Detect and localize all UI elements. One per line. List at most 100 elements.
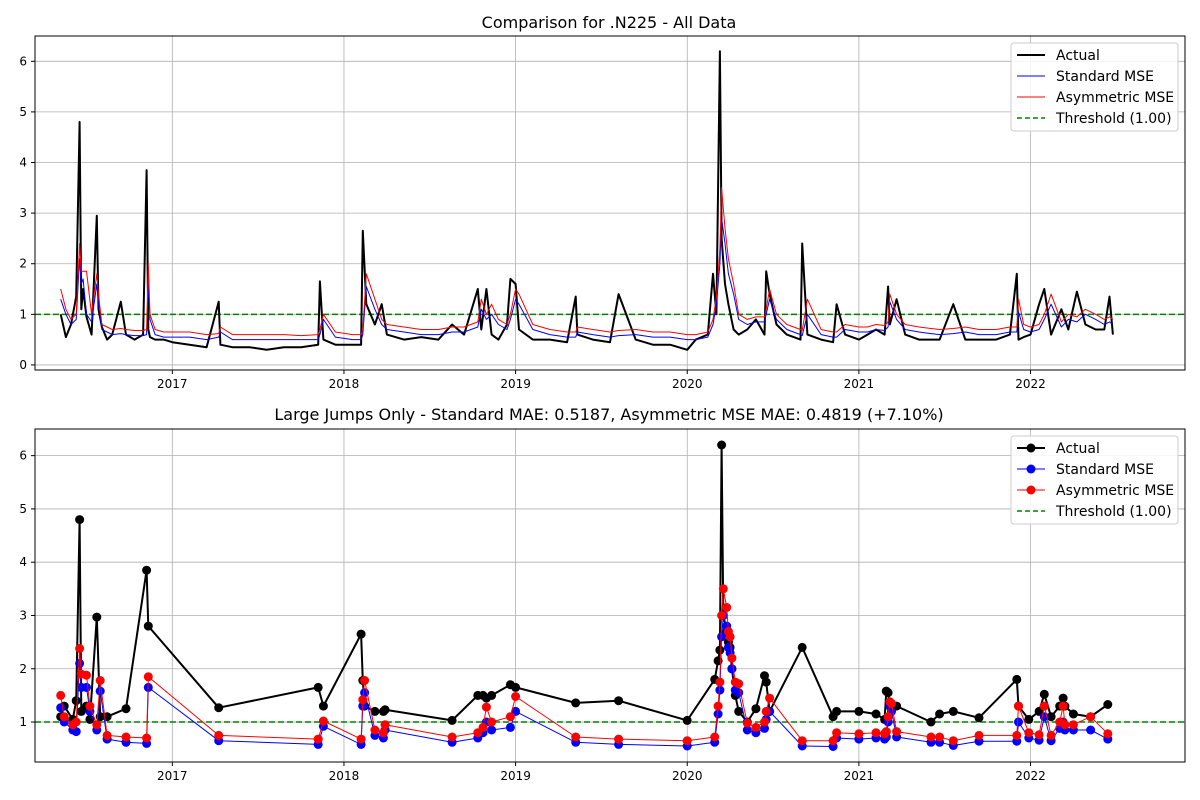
data-point — [102, 730, 112, 740]
grid — [35, 429, 1185, 762]
data-point — [935, 732, 945, 742]
legend-label: Actual — [1056, 48, 1100, 64]
data-point — [313, 682, 323, 692]
x-tick-label: 2020 — [672, 769, 703, 783]
series-line — [59, 50, 1114, 351]
x-tick-label: 2022 — [1015, 377, 1046, 391]
data-point — [95, 676, 105, 685]
x-tick-label: 2019 — [500, 377, 531, 391]
data-point — [1058, 693, 1068, 703]
data-point — [571, 698, 581, 708]
data-point — [935, 709, 945, 719]
data-point — [713, 709, 723, 719]
data-point — [742, 718, 752, 728]
y-tick-label: 0 — [19, 358, 27, 372]
data-point — [725, 632, 735, 642]
data-point — [871, 728, 881, 738]
legend-item-threshold: Threshold (1.00) — [1017, 111, 1172, 127]
legend-item-standard-mse: Standard MSE — [1017, 462, 1154, 478]
data-point — [797, 642, 807, 652]
data-point — [378, 728, 388, 738]
legend-marker — [1026, 464, 1036, 474]
legend-box — [1010, 42, 1179, 132]
legend-item-threshold: Threshold (1.00) — [1017, 504, 1172, 520]
data-point — [71, 696, 81, 706]
data-point — [1014, 717, 1023, 727]
data-point — [854, 706, 864, 716]
data-point — [360, 676, 370, 685]
data-point — [447, 732, 457, 742]
y-tick-label: 3 — [19, 206, 27, 220]
legend-marker — [1026, 485, 1036, 495]
series-line — [60, 187, 1114, 337]
data-point — [380, 705, 390, 715]
data-point — [370, 725, 380, 735]
data-point — [926, 732, 936, 742]
legend-item-asymmetric-mse: Asymmetric MSE — [1017, 483, 1174, 499]
data-point — [481, 702, 491, 712]
data-point — [727, 653, 737, 663]
data-point — [926, 717, 936, 727]
data-point — [1046, 712, 1056, 722]
data-point — [765, 693, 775, 703]
legend: Actual Standard MSE Asymmetric MSE Thres… — [1010, 42, 1179, 132]
data-point — [505, 722, 515, 732]
series-lines — [59, 50, 1114, 351]
data-point — [447, 715, 457, 725]
data-point — [82, 670, 91, 680]
data-point — [682, 736, 692, 746]
data-point — [478, 722, 488, 732]
x-tick-label: 2021 — [844, 769, 875, 783]
data-point — [713, 701, 723, 711]
data-point — [1039, 689, 1049, 699]
series-asymmetric-mse — [56, 584, 1113, 746]
data-point — [797, 736, 807, 746]
data-point — [717, 632, 727, 642]
data-point — [718, 584, 728, 594]
data-point — [1014, 701, 1023, 711]
data-point — [356, 734, 366, 744]
data-point — [751, 704, 761, 714]
data-point — [143, 672, 153, 682]
data-point — [727, 664, 737, 674]
data-point — [760, 723, 769, 733]
data-point — [143, 621, 153, 631]
data-point — [318, 716, 328, 726]
data-point — [358, 695, 368, 705]
data-point — [717, 611, 727, 620]
data-point — [318, 701, 328, 711]
data-point — [682, 715, 692, 725]
y-tick-label: 3 — [19, 608, 27, 622]
series-lines — [56, 440, 1113, 751]
y-tick-label: 2 — [19, 257, 27, 271]
y-tick-label: 2 — [19, 662, 27, 676]
data-point — [356, 629, 366, 639]
series-line — [59, 444, 1109, 723]
axis-ticks: 2017 2018 2019 2020 2021 2022 0 1 2 3 4 5 6 — [19, 54, 1045, 391]
data-point — [121, 704, 131, 714]
data-point — [92, 612, 102, 622]
data-point — [1034, 730, 1044, 740]
data-point — [313, 734, 323, 744]
y-tick-label: 5 — [19, 105, 27, 119]
data-point — [715, 677, 725, 687]
data-point — [1012, 730, 1022, 740]
x-tick-label: 2020 — [672, 377, 703, 391]
data-point — [1060, 720, 1070, 730]
data-point — [710, 732, 720, 742]
chart-title: Comparison for .N225 - All Data — [482, 13, 737, 32]
data-point — [1039, 701, 1049, 711]
chart-title: Large Jumps Only - Standard MAE: 0.5187,… — [274, 405, 943, 424]
x-tick-label: 2017 — [157, 769, 188, 783]
series-line — [60, 588, 1109, 742]
data-point — [75, 515, 85, 525]
data-point — [832, 728, 842, 738]
data-point — [85, 701, 95, 711]
data-point — [71, 717, 81, 727]
data-point — [380, 720, 390, 730]
data-point — [571, 732, 581, 742]
data-point — [95, 686, 105, 696]
series-standard-mse — [56, 611, 1113, 751]
data-point — [881, 727, 891, 737]
